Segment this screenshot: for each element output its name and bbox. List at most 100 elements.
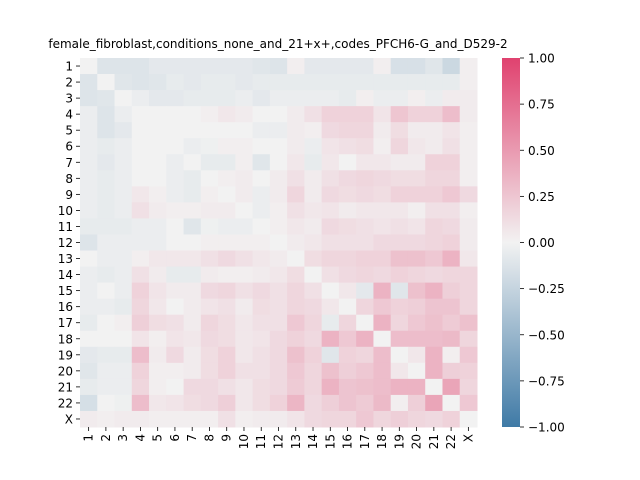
heatmap-cell	[321, 154, 340, 171]
heatmap-cell	[356, 378, 374, 396]
heatmap-cell	[338, 170, 357, 187]
heatmap-cell	[425, 106, 443, 123]
colorbar: 1.00 0.75 0.50 0.25 0.00 −0.25 −0.50 −0.75 −1.00	[502, 52, 565, 435]
heatmap-cell	[218, 154, 236, 171]
x-tick-label: 17	[358, 434, 372, 449]
heatmap-cell	[356, 362, 374, 380]
heatmap-cell	[252, 250, 271, 268]
heatmap-cell	[407, 74, 426, 91]
heatmap-cell	[218, 122, 236, 139]
heatmap-cell	[149, 58, 167, 75]
x-tick-label: 5	[151, 434, 165, 442]
heatmap-cell	[373, 90, 392, 107]
heatmap-cell	[252, 330, 271, 348]
heatmap-cell	[321, 410, 340, 428]
heatmap-cell	[235, 154, 254, 171]
heatmap-cell	[269, 298, 288, 316]
heatmap-cell	[97, 74, 116, 91]
heatmap-cell	[321, 266, 340, 284]
y-tick-label: X	[65, 412, 73, 426]
heatmap-cell	[390, 378, 409, 396]
x-tick-label: 1	[82, 434, 96, 442]
heatmap-cell	[304, 90, 323, 107]
heatmap-cell	[200, 74, 219, 91]
heatmap-cell	[304, 154, 323, 171]
heatmap-cell	[269, 346, 288, 364]
heatmap-cell	[287, 410, 305, 428]
heatmap-cell	[304, 186, 323, 203]
heatmap-cell	[356, 282, 374, 300]
heatmap-cell	[373, 74, 392, 91]
heatmap-cell	[390, 298, 409, 316]
heatmap-cell	[356, 218, 374, 235]
heatmap-cell	[407, 394, 426, 412]
heatmap-cells	[80, 58, 478, 428]
heatmap-cell	[80, 394, 98, 412]
heatmap-cell	[287, 282, 305, 300]
heatmap-cell	[114, 330, 133, 348]
heatmap-cell	[97, 218, 116, 235]
heatmap-cell	[459, 122, 478, 139]
heatmap-cell	[235, 282, 254, 300]
heatmap-cell	[200, 250, 219, 268]
heatmap-cell	[166, 266, 185, 284]
heatmap-cell	[407, 90, 426, 107]
heatmap-cell	[97, 282, 116, 300]
heatmap-cell	[338, 362, 357, 380]
heatmap-cell	[218, 282, 236, 300]
heatmap-cell	[459, 186, 478, 203]
y-tick-label: 19	[58, 348, 73, 362]
heatmap-cell	[252, 378, 271, 396]
heatmap-cell	[356, 58, 374, 75]
heatmap-cell	[235, 74, 254, 91]
heatmap-cell	[252, 218, 271, 235]
heatmap-cell	[166, 58, 185, 75]
heatmap-cell	[269, 330, 288, 348]
heatmap-cell	[338, 266, 357, 284]
heatmap-cell	[200, 106, 219, 123]
heatmap-cell	[425, 122, 443, 139]
heatmap-cell	[390, 266, 409, 284]
heatmap-cell	[183, 282, 202, 300]
heatmap-cell	[218, 90, 236, 107]
heatmap-cell	[252, 154, 271, 171]
heatmap-cell	[131, 58, 150, 75]
heatmap-cell	[407, 410, 426, 428]
heatmap-cell	[459, 218, 478, 235]
heatmap-cell	[373, 234, 392, 252]
heatmap-cell	[252, 346, 271, 364]
heatmap-cell	[442, 266, 461, 284]
chart-title: female_fibroblast,conditions_none_and_21…	[48, 37, 507, 51]
y-tick-label: 16	[58, 300, 73, 314]
heatmap-cell	[114, 410, 133, 428]
heatmap-cell	[183, 298, 202, 316]
heatmap-cell	[407, 58, 426, 75]
heatmap-cell	[166, 282, 185, 300]
heatmap-cell	[235, 266, 254, 284]
heatmap-cell	[200, 58, 219, 75]
heatmap-cell	[356, 250, 374, 268]
colorbar-tick-label: 1.00	[528, 52, 555, 66]
heatmap-cell	[269, 394, 288, 412]
heatmap-cell	[425, 186, 443, 203]
heatmap-cell	[356, 410, 374, 428]
heatmap-cell	[338, 330, 357, 348]
colorbar-tick-label: −0.50	[528, 328, 565, 342]
heatmap-cell	[183, 346, 202, 364]
colorbar-tick-label: −0.75	[528, 374, 565, 388]
heatmap-cell	[287, 362, 305, 380]
heatmap-cell	[183, 378, 202, 396]
heatmap-cell	[97, 170, 116, 187]
heatmap-cell	[425, 362, 443, 380]
heatmap-cell	[356, 154, 374, 171]
heatmap-cell	[218, 234, 236, 252]
heatmap-cell	[269, 314, 288, 332]
heatmap-cell	[425, 170, 443, 187]
heatmap-cell	[287, 266, 305, 284]
y-tick-label: 8	[65, 172, 73, 186]
heatmap-cell	[166, 218, 185, 235]
heatmap-cell	[442, 58, 461, 75]
heatmap-cell	[149, 154, 167, 171]
heatmap-cell	[287, 122, 305, 139]
